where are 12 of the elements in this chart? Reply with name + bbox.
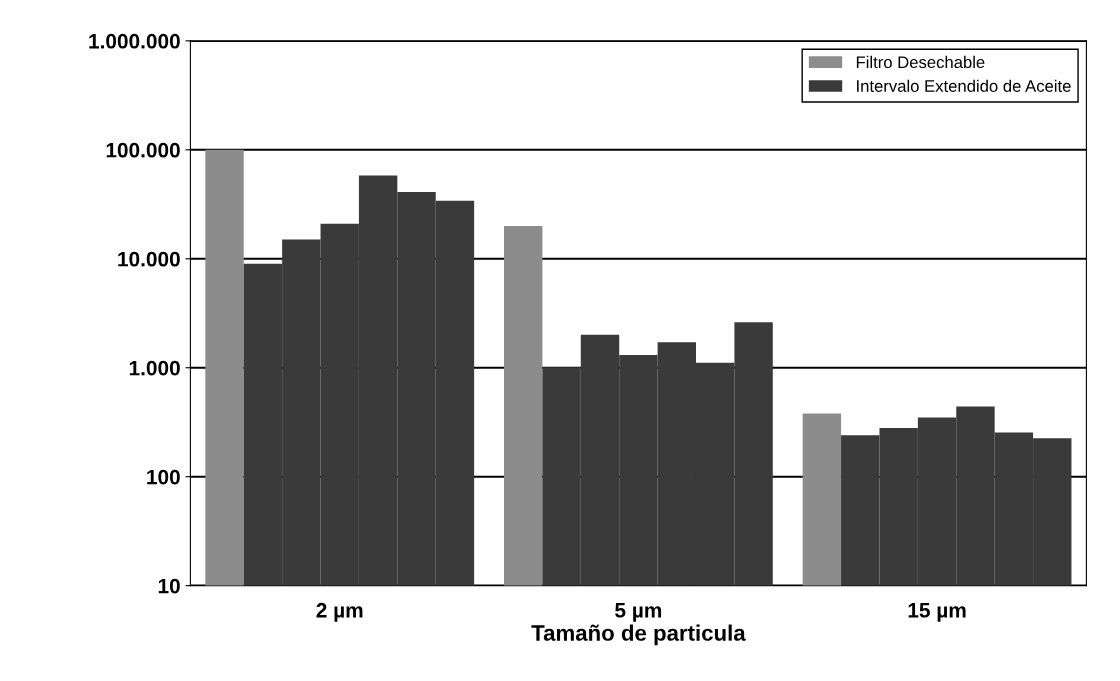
y-tick-label: 1.000 [129,360,180,376]
y-tick-label: 10.000 [118,251,180,267]
x-axis-title: Tamaño de particula [531,624,746,646]
x-tick-label: 5 µm [615,603,662,622]
x-tick-label: 15 µm [908,603,966,622]
x-tick-label: 2 µm [316,602,363,622]
y-tick-label: 100.000 [106,142,180,158]
legend-label: Filtro Desechable [856,55,985,69]
y-tick-label: 1.000.000 [89,33,180,49]
y-tick-label: 10 [158,578,180,594]
y-tick-label: 100 [147,469,180,485]
legend-label: Intervalo Extendido de Aceite [857,79,1071,92]
